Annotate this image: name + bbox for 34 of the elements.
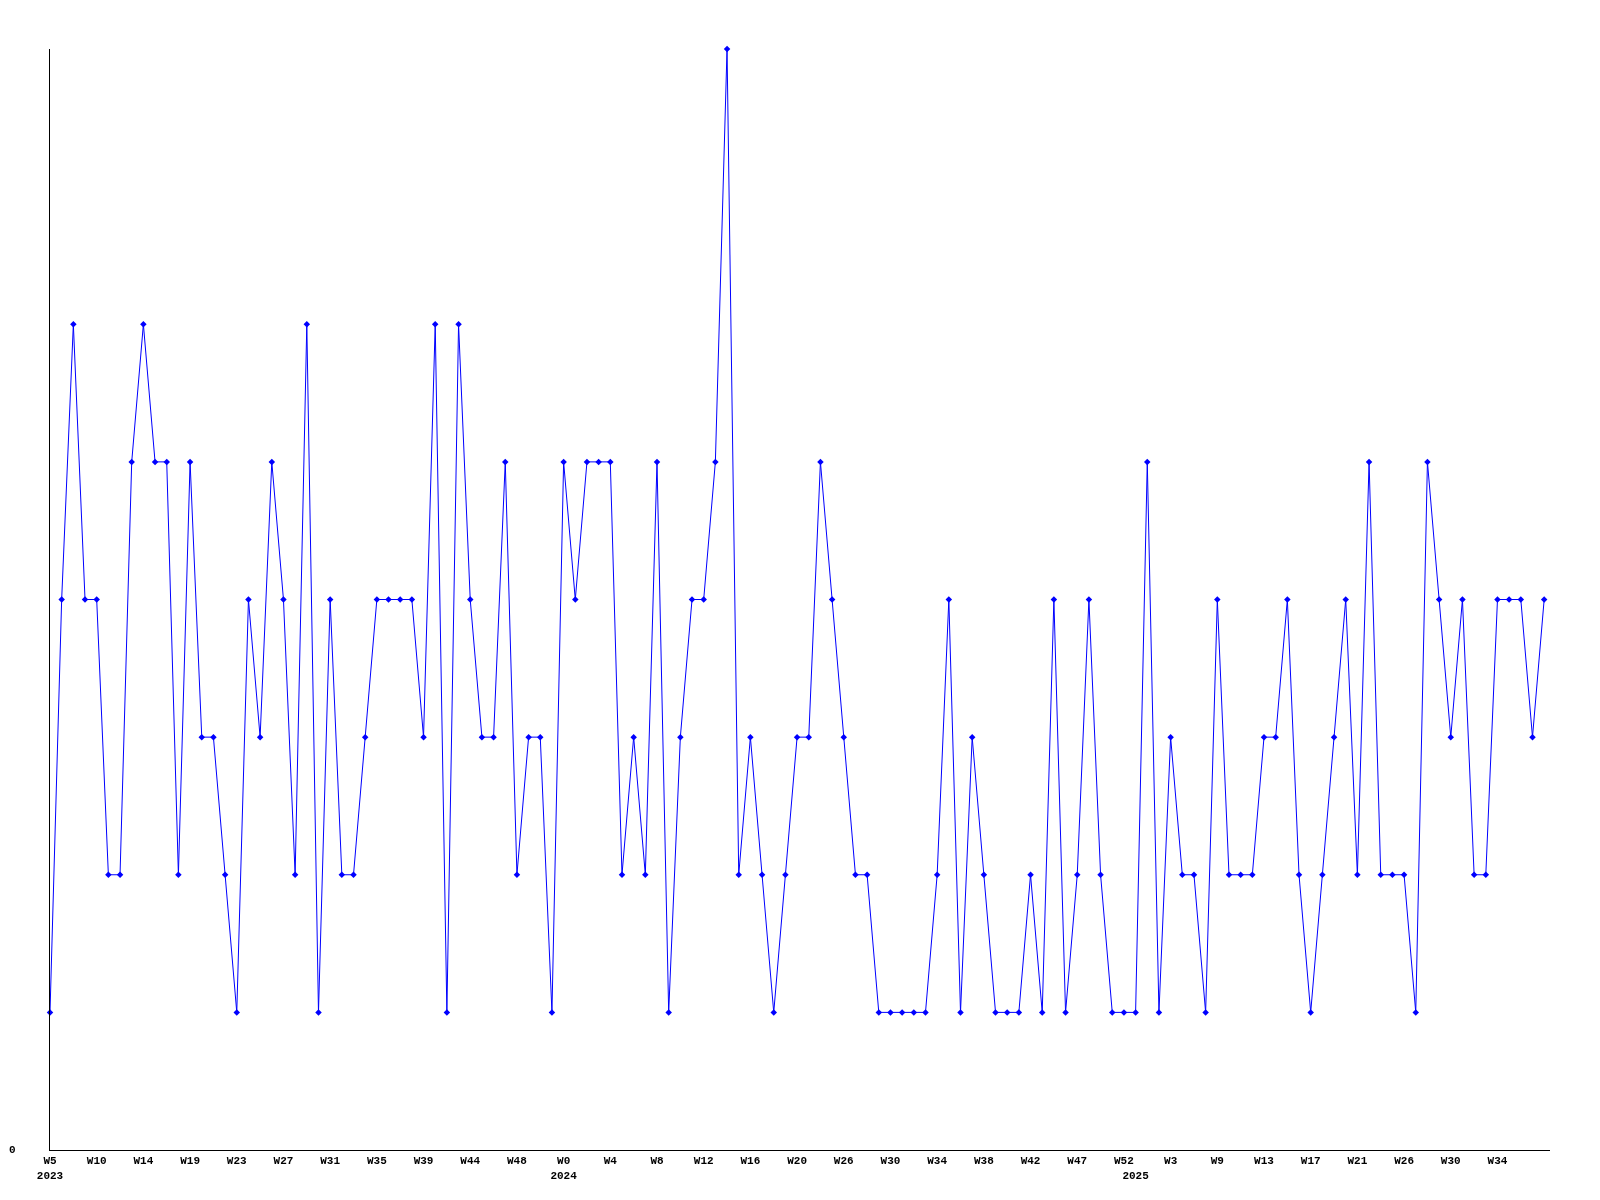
x-tick-label: W10 (86, 1155, 107, 1168)
x-tick-label: W20 (787, 1155, 807, 1168)
x-tick-label: W39 (413, 1155, 434, 1168)
x-tick-label: W8 (650, 1155, 664, 1168)
x-tick-label: W4 (603, 1155, 618, 1168)
x-tick-label: W0 2024 (550, 1155, 578, 1182)
x-tick-label: W38 (973, 1155, 995, 1168)
x-tick-label: W31 (320, 1155, 341, 1168)
x-tick-label: W48 (507, 1155, 528, 1168)
x-tick-label: W34 (927, 1155, 948, 1168)
x-tick-label: W47 (1067, 1155, 1088, 1168)
x-tick-label: W5 2023 (36, 1155, 64, 1182)
x-tick-label: W35 (366, 1155, 388, 1168)
x-tick-label: W26 (833, 1155, 854, 1168)
x-tick-label: W30 (1440, 1155, 1461, 1168)
x-tick-label: W30 (880, 1155, 901, 1168)
x-tick-label: W13 (1254, 1155, 1275, 1168)
x-tick-label: W27 (273, 1155, 294, 1168)
x-tick-label: W19 (180, 1155, 200, 1168)
x-tick-label: W21 (1347, 1155, 1368, 1168)
x-tick-label: W34 (1487, 1155, 1508, 1168)
x-tick-label: W9 (1210, 1155, 1224, 1168)
x-tick-label: W44 (460, 1155, 481, 1168)
text: 0 (9, 1144, 16, 1156)
x-tick-label: W42 (1020, 1155, 1041, 1168)
x-tick-label: W17 (1300, 1155, 1321, 1168)
x-tick-label: 2025 (1122, 1169, 1150, 1182)
x-tick-label: W14 (133, 1155, 154, 1168)
x-tick-label: W26 (1394, 1155, 1414, 1168)
x-tick-label: W3 (1164, 1155, 1178, 1168)
x-tick-label: W16 (740, 1155, 761, 1168)
x-tick-label: W12 (693, 1155, 714, 1168)
x-tick-label: W23 (226, 1155, 248, 1168)
x-tick-label: W52 (1114, 1155, 1134, 1168)
